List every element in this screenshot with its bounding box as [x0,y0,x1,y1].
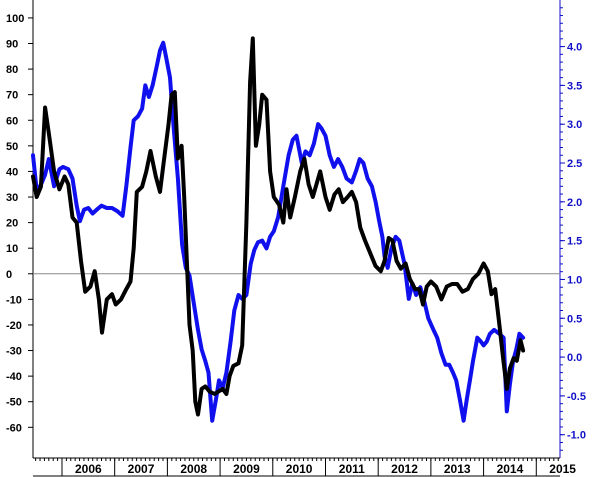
series-layer [31,36,526,423]
right-tick-label-7: 0.5 [567,313,582,325]
x-tick-label-0: 2006 [75,462,102,476]
left-tick-label-14: -40 [6,371,22,383]
right-tick-label-1: 3.5 [567,80,582,92]
left-tick-label-3: 70 [6,90,18,102]
left-tick-label-4: 60 [6,115,18,127]
left-tick-label-7: 30 [6,192,18,204]
x-tick-label-3: 2009 [233,462,260,476]
series-line-right-axis [31,40,526,423]
left-tick-label-15: -50 [6,397,22,409]
series-line-left-axis [31,36,526,417]
right-tick-label-0: 4.0 [567,42,582,54]
right-tick-label-9: -0.5 [567,391,586,403]
left-tick-label-5: 50 [6,141,18,153]
left-tick-label-2: 80 [6,64,18,76]
x-tick-label-8: 2014 [497,462,524,476]
right-tick-label-10: -1.0 [567,430,586,442]
x-tick-label-1: 2007 [128,462,155,476]
right-tick-label-2: 3.0 [567,119,582,131]
x-tick-label-6: 2012 [391,462,418,476]
right-tick-label-6: 1.0 [567,274,582,286]
left-tick-label-0: 100 [6,13,24,25]
x-tick-label-4: 2010 [286,462,313,476]
right-tick-label-4: 2.0 [567,197,582,209]
left-tick-label-12: -20 [6,320,22,332]
x-tick-label-9: 2015 [549,462,576,476]
left-tick-label-9: 10 [6,243,18,255]
left-tick-label-1: 90 [6,38,18,50]
right-tick-label-8: 0.0 [567,352,582,364]
x-tick-label-7: 2013 [444,462,471,476]
left-tick-label-16: -60 [6,422,22,434]
left-tick-label-10: 0 [6,269,12,281]
x-axis-ticks: 2006 2007 2008 2009 2010 2011 2012 2013 2014 2015 [35,458,576,476]
left-tick-label-13: -30 [6,346,22,358]
right-tick-label-3: 2.5 [567,158,582,170]
x-tick-label-2: 2008 [180,462,207,476]
left-tick-label-6: 40 [6,166,18,178]
x-tick-label-5: 2011 [339,462,365,476]
right-axis-ticks: 4.0 3.5 3.0 2.5 2.0 1.5 1.0 0.5 0.0 -0.5 -1.0 [560,7,586,451]
left-tick-label-8: 20 [6,218,18,230]
left-tick-label-11: -10 [6,294,22,306]
right-tick-label-5: 1.5 [567,236,582,248]
